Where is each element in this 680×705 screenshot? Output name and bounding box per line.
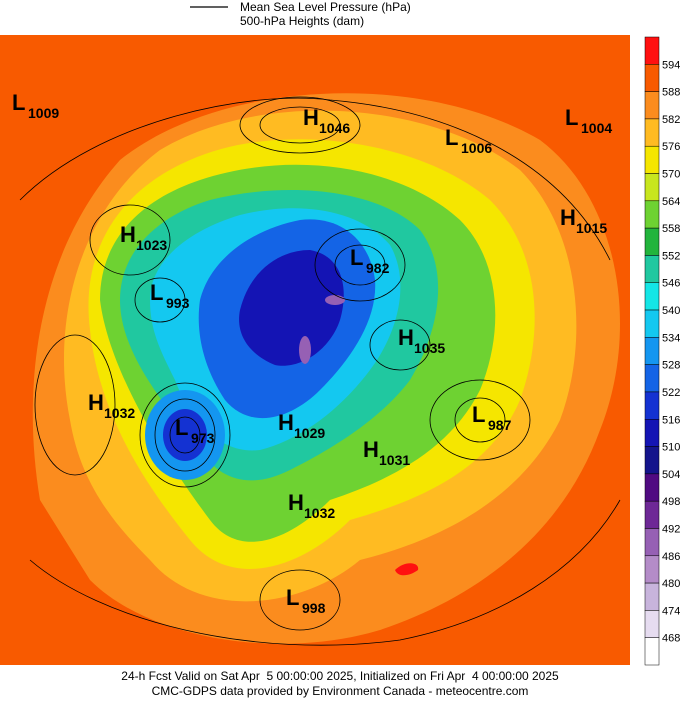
colorbar-swatch — [644, 118, 660, 147]
colorbar-label: 498 — [662, 496, 680, 508]
colorbar-swatch — [644, 64, 660, 92]
colorbar-label: 594 — [662, 59, 680, 71]
colorbar-label: 510 — [662, 442, 680, 454]
colorbar-swatch — [644, 282, 660, 311]
colorbar-label: 570 — [662, 169, 680, 181]
center-value: 1029 — [294, 425, 325, 441]
colorbar-label: 468 — [662, 633, 680, 645]
center-type: H — [88, 390, 104, 415]
colorbar-swatch — [644, 145, 660, 174]
colorbar-label: 486 — [662, 551, 680, 563]
center-type: H — [288, 490, 304, 515]
colorbar-label: 540 — [662, 305, 680, 317]
center-value: 1015 — [576, 220, 607, 236]
center-type: H — [303, 105, 319, 130]
colorbar-label: 582 — [662, 114, 680, 126]
center-value: 1023 — [136, 237, 167, 253]
center-type: L — [565, 105, 578, 130]
colorbar-swatch — [644, 227, 660, 256]
colorbar-swatch — [644, 364, 660, 393]
center-value: 1032 — [304, 505, 335, 521]
center-value: 982 — [366, 260, 390, 276]
colorbar-label: 504 — [662, 469, 680, 481]
colorbar-swatch — [644, 500, 660, 529]
center-value: 998 — [302, 600, 326, 616]
center-type: L — [175, 415, 188, 440]
colorbar-swatch — [644, 637, 660, 666]
center-type: L — [350, 245, 363, 270]
center-value: 1046 — [319, 120, 350, 136]
center-value: 973 — [191, 430, 215, 446]
center-value: 1004 — [581, 120, 612, 136]
colorbar-swatch — [644, 337, 660, 365]
colorbar-label: 516 — [662, 414, 680, 426]
center-type: H — [363, 437, 379, 462]
colorbar-label: 558 — [662, 223, 680, 235]
center-type: H — [398, 325, 414, 350]
center-type: H — [120, 222, 136, 247]
center-value: 1031 — [379, 452, 410, 468]
colorbar-label: 474 — [662, 605, 680, 617]
colorbar-label: 522 — [662, 387, 680, 399]
colorbar-label: 480 — [662, 578, 680, 590]
colorbar-swatch — [644, 582, 660, 611]
colorbar-swatch — [644, 391, 660, 420]
center-type: L — [150, 280, 163, 305]
center-type: L — [286, 585, 299, 610]
center-value: 993 — [166, 295, 190, 311]
center-value: 1009 — [28, 105, 59, 121]
center-type: H — [560, 205, 576, 230]
colorbar-swatch — [644, 200, 660, 229]
center-value: 1032 — [104, 405, 135, 421]
colorbar-label: 564 — [662, 196, 680, 208]
colorbar-swatch — [644, 36, 660, 65]
colorbar-label: 546 — [662, 278, 680, 290]
colorbar-swatch — [644, 473, 660, 502]
colorbar-label: 576 — [662, 141, 680, 153]
colorbar-label: 534 — [662, 332, 680, 344]
colorbar-label: 528 — [662, 360, 680, 372]
colorbar-swatch — [644, 610, 660, 638]
colorbar-label: 588 — [662, 87, 680, 99]
colorbar-swatch — [644, 173, 660, 202]
colorbar-swatch — [644, 91, 660, 120]
colorbar-swatch — [644, 555, 660, 584]
center-value: 1006 — [461, 140, 492, 156]
footer-line: 24-h Fcst Valid on Sat Apr 5 00:00:00 20… — [121, 669, 559, 683]
colorbar-swatch — [644, 419, 660, 447]
colorbar-swatch — [644, 255, 660, 283]
center-type: L — [445, 125, 458, 150]
colorbar-swatch — [644, 309, 660, 338]
colorbar-swatch — [644, 446, 660, 475]
center-type: H — [278, 410, 294, 435]
center-value: 987 — [488, 417, 512, 433]
center-type: L — [472, 402, 485, 427]
legend-line-label: Mean Sea Level Pressure (hPa) — [240, 0, 411, 14]
footer-line: CMC-GDPS data provided by Environment Ca… — [152, 684, 529, 698]
colorbar-swatch — [644, 528, 660, 557]
colorbar-label: 552 — [662, 250, 680, 262]
map-field — [0, 35, 630, 665]
legend-fill-label: 500-hPa Heights (dam) — [240, 14, 364, 28]
center-type: L — [12, 90, 25, 115]
center-value: 1035 — [414, 340, 445, 356]
colorbar-label: 492 — [662, 523, 680, 535]
